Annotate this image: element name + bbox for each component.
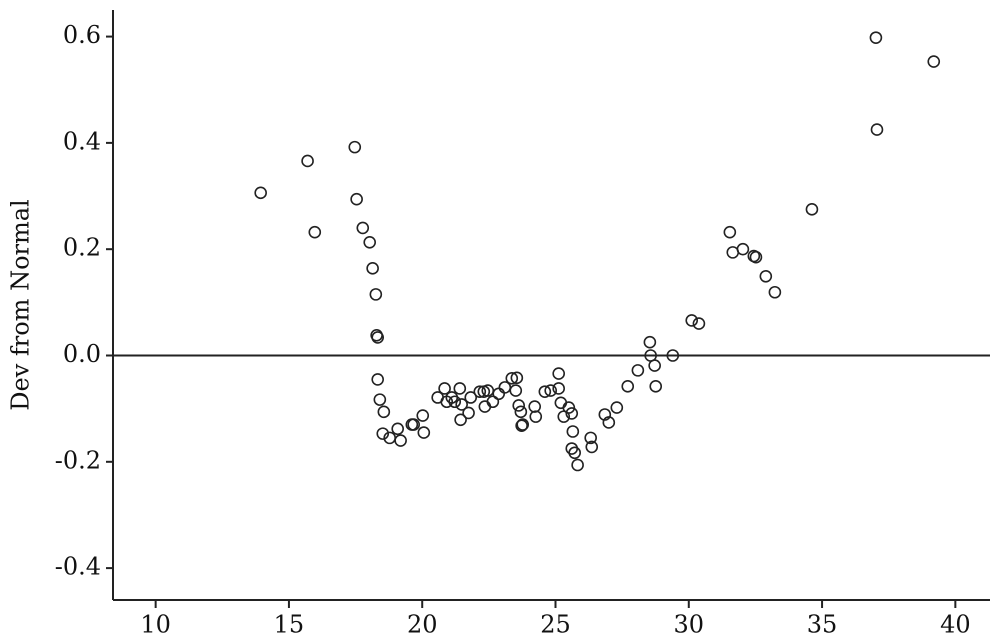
point: [254, 186, 267, 200]
point: [736, 242, 750, 256]
y-tick-label: -0.4: [55, 553, 101, 581]
point: [568, 446, 581, 460]
point: [749, 250, 763, 264]
point: [416, 409, 430, 422]
x-tick-label: 30: [674, 611, 705, 639]
point: [417, 426, 431, 439]
y-axis-label: Dev from Normal: [7, 199, 35, 411]
x-tick-label: 10: [140, 611, 171, 639]
point: [376, 427, 390, 440]
point: [348, 140, 362, 154]
point: [565, 407, 579, 420]
point: [528, 400, 542, 413]
point: [552, 382, 565, 395]
point: [371, 331, 384, 344]
x-tick-label: 20: [407, 611, 438, 639]
point: [512, 399, 526, 412]
x-tick-label: 25: [540, 611, 571, 639]
y-tick-label: 0.2: [63, 234, 101, 262]
point: [350, 192, 363, 206]
point: [759, 269, 773, 283]
point: [371, 373, 384, 386]
point: [768, 285, 782, 299]
point: [692, 317, 706, 330]
point: [492, 387, 506, 401]
point: [464, 391, 478, 404]
point: [455, 398, 468, 411]
point: [562, 401, 576, 414]
point: [566, 425, 580, 438]
point: [438, 382, 451, 395]
y-tick-label: 0.0: [63, 340, 101, 368]
point: [584, 431, 597, 445]
point: [448, 395, 462, 409]
point: [486, 395, 500, 409]
point: [538, 385, 552, 398]
point: [666, 349, 680, 362]
point: [462, 406, 475, 420]
point: [301, 154, 314, 168]
point: [610, 401, 624, 414]
point: [621, 380, 635, 393]
x-tick-label: 35: [807, 611, 838, 639]
point: [585, 440, 599, 454]
point: [685, 314, 699, 327]
point: [453, 382, 467, 395]
point: [648, 359, 661, 372]
point: [407, 418, 420, 431]
point: [571, 458, 584, 472]
point: [544, 384, 558, 397]
y-tick-label: 0.6: [63, 21, 101, 49]
point: [643, 335, 657, 349]
point: [870, 123, 884, 136]
point: [394, 434, 407, 447]
point: [505, 372, 519, 385]
point: [514, 405, 528, 419]
point: [649, 380, 663, 393]
point: [308, 225, 322, 239]
point: [356, 221, 370, 235]
point: [869, 31, 883, 44]
point: [515, 419, 528, 432]
point: [516, 418, 530, 431]
point: [529, 410, 543, 423]
point: [805, 203, 819, 216]
point: [363, 235, 377, 249]
point: [554, 396, 568, 410]
point: [631, 364, 645, 377]
point: [602, 416, 616, 429]
point: [478, 400, 492, 413]
point: [373, 393, 387, 406]
point: [927, 55, 941, 68]
point: [598, 408, 612, 421]
point: [377, 405, 391, 419]
y-tick-label: -0.2: [55, 446, 101, 474]
point: [369, 288, 383, 301]
point: [726, 246, 740, 259]
point: [473, 385, 487, 398]
x-tick-label: 15: [274, 611, 305, 639]
point: [552, 367, 565, 380]
point: [510, 371, 524, 385]
point: [366, 262, 379, 275]
point: [391, 422, 404, 436]
point: [509, 384, 523, 397]
y-tick-label: 0.4: [63, 127, 101, 155]
x-tick-label: 40: [940, 611, 971, 639]
point: [723, 225, 737, 239]
point: [454, 413, 467, 427]
